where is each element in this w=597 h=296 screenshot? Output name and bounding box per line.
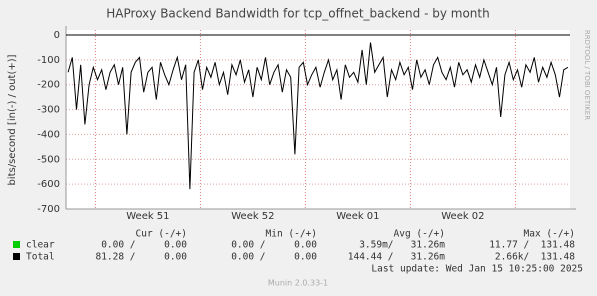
last-update: Last update: Wed Jan 15 10:25:00 2025 <box>371 264 583 275</box>
legend-label: clear <box>26 240 55 251</box>
stat-value: 0.00 / 0.00 <box>231 240 317 251</box>
legend-swatch <box>13 253 20 260</box>
stat-value: 0.00 / 0.00 <box>231 252 317 263</box>
y-axis-label: bits/second [in(-) / out(+)] <box>7 54 18 185</box>
legend-swatch <box>13 241 20 248</box>
series-line <box>67 42 569 190</box>
y-tick-label: -700 <box>37 204 60 215</box>
stat-header: Cur (-/+) <box>136 229 187 240</box>
y-tick-label: -500 <box>37 154 60 165</box>
y-tick-label: -100 <box>37 55 60 66</box>
stat-header: Avg (-/+) <box>394 229 445 240</box>
x-tick-label: Week 52 <box>231 211 274 222</box>
side-label: RRDTOOL / TOBI OETIKER <box>583 30 591 120</box>
stat-value: 3.59m/ 31.26m <box>359 240 445 251</box>
stat-header: Max (-/+) <box>524 229 575 240</box>
stat-value: 81.28 / 0.00 <box>95 252 187 263</box>
y-tick-label: -300 <box>37 105 60 116</box>
stat-value: 2.66k/ 131.48 <box>495 252 575 263</box>
stat-value: 0.00 / 0.00 <box>101 240 187 251</box>
x-tick-label: Week 51 <box>126 211 169 222</box>
x-tick-label: Week 02 <box>441 211 484 222</box>
y-tick-label: -400 <box>37 129 60 140</box>
y-tick-label: -200 <box>37 80 60 91</box>
y-tick-label: -600 <box>37 179 60 190</box>
legend-label: Total <box>26 252 55 263</box>
stat-value: 11.77 / 131.48 <box>489 240 575 251</box>
y-tick-label: 0 <box>54 30 60 41</box>
footer: Munin 2.0.33-1 <box>268 279 328 288</box>
stat-value: 144.44 / 31.26m <box>348 252 446 263</box>
x-tick-label: Week 01 <box>336 211 379 222</box>
chart-title: HAProxy Backend Bandwidth for tcp_offnet… <box>106 7 489 21</box>
stat-header: Min (-/+) <box>266 229 317 240</box>
plot-area <box>66 30 570 209</box>
